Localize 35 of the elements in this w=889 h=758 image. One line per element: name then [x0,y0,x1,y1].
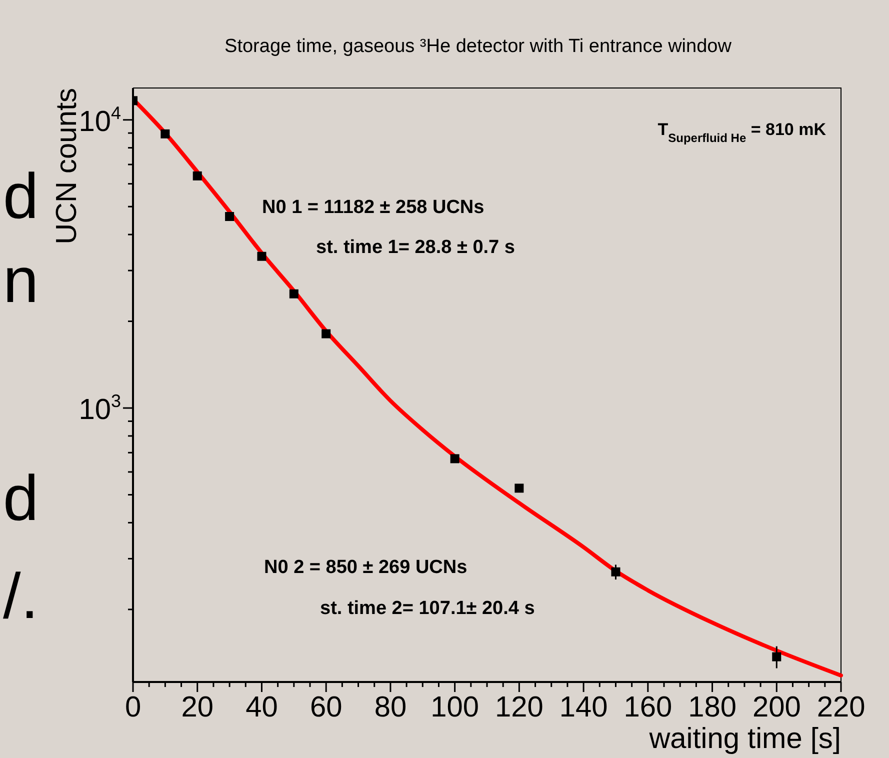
chart-title: Storage time, gaseous ³He detector with Ti entrance window [224,36,732,57]
x-tick-label: 160 [624,691,672,724]
text: n [3,244,39,316]
y-tick-label: 10$^{3}$ [78,391,121,426]
point [514,484,524,493]
annotation: st. time 2= 107.1± 20.4 s [320,598,535,619]
annotation: N0 1 = 11182 ± 258 UCNs [262,197,484,218]
annotation: st. time 1= 28.8 ± 0.7 s [316,237,515,258]
point [450,454,460,464]
x-tick-label: 40 [246,691,278,724]
point [289,289,298,298]
text: /. [3,560,39,632]
x-tick-label: 20 [181,691,214,724]
point [772,652,782,662]
x-tick-label: 80 [374,691,407,724]
annotation: T$_{Superfluid He}$ = 810 mK [658,120,827,145]
x-tick-label: 200 [752,691,801,724]
x-tick-label: 0 [124,691,142,724]
point [225,212,234,222]
x-axis-title: waiting time [s] [648,723,841,755]
y-tick-label: 10$^{4}$ [78,102,121,138]
x-tick-label: 220 [816,691,866,724]
text: d [3,160,39,232]
x-tick-label: 180 [688,691,736,724]
point [322,329,331,338]
annotation: N0 2 = 850 ± 269 UCNs [264,557,468,578]
x-tick-label: 60 [310,691,342,724]
text: d [3,462,39,534]
x-tick-label: 100 [430,691,480,724]
point [192,171,202,180]
x-tick-label: 120 [494,691,544,724]
point [611,567,620,576]
x-tick-label: 140 [559,691,608,724]
point [160,129,170,138]
point [257,252,266,261]
